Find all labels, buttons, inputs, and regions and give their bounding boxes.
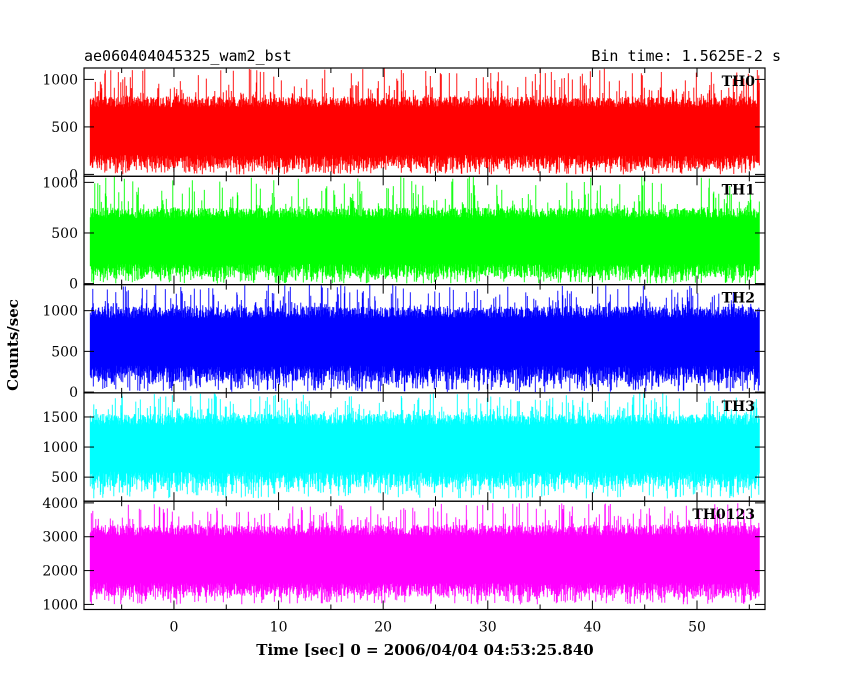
panel-th0: 0 500 1000 TH0 (42, 67, 766, 183)
y-tick-label: 500 (51, 470, 78, 486)
panel-th3: 500 1000 1500 TH3 (42, 392, 766, 502)
x-axis-title: Time [sec] 0 = 2006/04/04 04:53:25.840 (256, 641, 593, 659)
panel-th2: 0 500 1000 TH2 (42, 284, 766, 401)
y-tick-label: 1000 (42, 440, 78, 456)
panel-label: TH0123 (692, 507, 755, 523)
panel-label: TH1 (722, 182, 755, 198)
y-tick-label: 3000 (42, 530, 78, 546)
x-tick-label: 0 (170, 620, 179, 636)
y-tick-label: 500 (51, 226, 78, 242)
header-title: ae060404045325_wam2_bst (84, 47, 292, 65)
y-axis-title: Counts/sec (4, 299, 22, 391)
series-trace-th0123 (89, 503, 760, 605)
panel-label: TH3 (722, 399, 755, 415)
y-tick-label: 1000 (42, 72, 78, 88)
y-tick-label: 2000 (42, 564, 78, 580)
panel-th0123: 1000 2000 3000 4000 TH0123 (42, 496, 766, 613)
x-tick-label: 30 (479, 620, 497, 636)
y-tick-label: 1500 (42, 410, 78, 426)
panel-label: TH0 (722, 74, 756, 90)
series-trace-th2 (89, 284, 760, 393)
y-tick-label: 4000 (42, 496, 78, 512)
series-trace-th1 (89, 176, 760, 284)
x-tick-label: 10 (270, 620, 288, 636)
bin-time-label: Bin time: 1.5625E-2 s (591, 47, 781, 65)
panel-th1: 0 500 1000 TH1 (42, 175, 766, 293)
y-tick-label: 1000 (42, 597, 78, 613)
y-tick-label: 0 (69, 167, 78, 183)
y-tick-label: 0 (69, 277, 78, 293)
y-tick-label: 500 (51, 344, 78, 360)
x-tick-label: 20 (374, 620, 392, 636)
y-tick-label: 1000 (42, 304, 78, 320)
panel-label: TH2 (722, 291, 755, 307)
series-trace-th3 (89, 393, 760, 499)
panel-frame (83, 500, 766, 611)
y-tick-label: 500 (51, 120, 78, 136)
y-tick-label: 1000 (42, 175, 78, 191)
y-tick-label: 0 (69, 385, 78, 401)
x-tick-label: 50 (688, 620, 706, 636)
series-trace-th0 (89, 68, 760, 175)
x-tick-label: 40 (583, 620, 601, 636)
